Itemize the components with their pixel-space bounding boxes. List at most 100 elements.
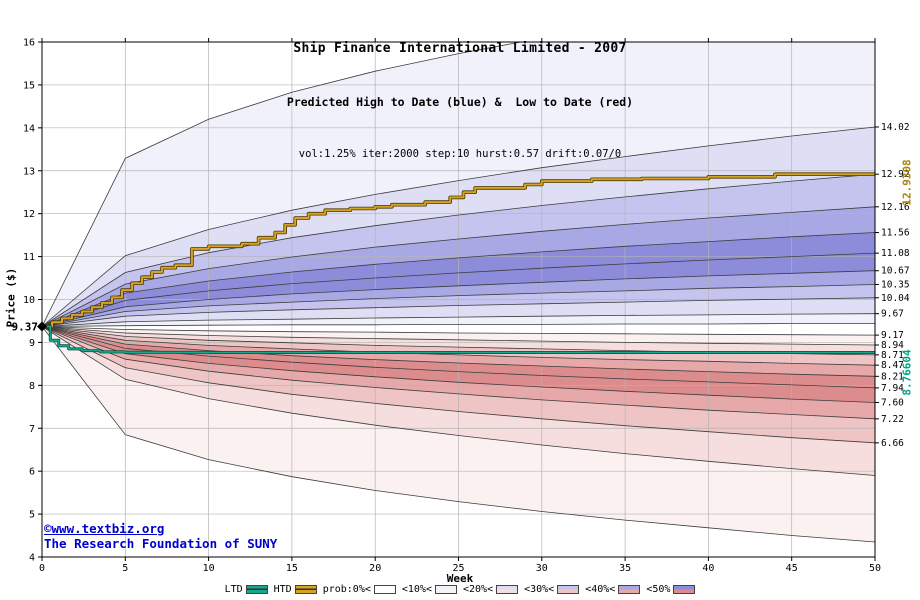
watermark-link[interactable]: ©www.textbiz.org (44, 521, 165, 536)
legend-label: <10%< (401, 584, 432, 595)
ltd-final-value-label: 8.76604 (900, 349, 914, 396)
quantile-line (42, 126, 875, 327)
legend-label: prob:0%< (322, 584, 371, 595)
prob-band-low (42, 326, 875, 377)
right-quantile-label: 9.67 (881, 309, 904, 320)
prob-band-high (42, 174, 875, 327)
prob-band-high (42, 253, 875, 327)
prob-band-low (42, 326, 875, 542)
x-tick-label: 45 (786, 563, 798, 574)
right-quantile-label: 10.35 (881, 279, 910, 290)
quantile-line (42, 326, 875, 377)
quantile-line (42, 173, 875, 327)
prob-band-low (42, 326, 875, 403)
right-quantile-label: 7.60 (881, 398, 904, 409)
right-quantile-label: 7.22 (881, 414, 904, 425)
quantile-line (42, 326, 875, 346)
right-quantile-label: 8.21 (881, 371, 904, 382)
x-tick-label: 25 (452, 563, 464, 574)
prob-band-low (42, 326, 875, 388)
y-tick-label: 12 (23, 209, 35, 220)
right-quantile-label: 12.16 (881, 202, 910, 213)
prob-band-low (42, 326, 875, 443)
right-quantile-label: 8.47 (881, 360, 904, 371)
y-tick-label: 11 (23, 252, 35, 263)
tracker-lines (42, 172, 875, 354)
y-tick-label: 4 (29, 553, 35, 564)
title-block: Ship Finance International Limited - 200… (0, 3, 920, 198)
right-quantile-label: 14.02 (881, 122, 910, 133)
chart-params-line: vol:1.25% iter:2000 step:10 hurst:0.57 d… (298, 148, 622, 160)
y-tick-label: 16 (23, 38, 35, 49)
y-tick-label: 10 (23, 295, 35, 306)
legend-item: <20%< (462, 584, 519, 595)
prob-band-high (42, 206, 875, 327)
y-tick-label: 7 (29, 424, 35, 435)
legend-label: <20%< (462, 584, 494, 595)
legend-swatch-band-2 (496, 585, 519, 594)
x-tick-label: 30 (536, 563, 548, 574)
quantile-line (42, 297, 875, 327)
right-quantile-label: 8.71 (881, 350, 904, 361)
legend-item: HTD (274, 584, 317, 595)
legend-label: <40%< (585, 584, 616, 595)
start-price-label: 9.37 (12, 321, 39, 334)
x-tick-label: 10 (203, 563, 215, 574)
prob-band-high (42, 232, 875, 327)
right-quantile-label: 10.67 (881, 266, 910, 277)
x-tick-label: 50 (869, 563, 881, 574)
legend-label: <30%< (524, 584, 555, 595)
y-tick-label: 8 (29, 381, 35, 392)
legend-item: <40%< (585, 584, 641, 595)
watermark-org: The Research Foundation of SUNY (44, 536, 278, 551)
quantile-line (42, 323, 875, 327)
x-tick-label: 5 (122, 563, 128, 574)
prob-band-high (42, 270, 875, 327)
quantile-line (42, 232, 875, 327)
right-quantile-label: 11.56 (881, 228, 910, 239)
chart-subtitle: Predicted High to Date (blue) & Low to D… (286, 95, 634, 109)
right-quantile-label: 6.66 (881, 438, 904, 449)
prob-band-high (42, 42, 875, 327)
ltd-line (42, 325, 875, 354)
legend-swatch-band-1 (434, 585, 457, 594)
x-tick-label: 35 (619, 563, 631, 574)
legend-label: LTD (224, 584, 243, 595)
quantile-lines (42, 42, 875, 543)
quantile-line (42, 326, 875, 403)
quantile-line (42, 270, 875, 327)
legend-swatch-band-5 (673, 585, 696, 594)
quantile-line (42, 326, 875, 543)
quantile-line (42, 252, 875, 327)
y-tick-label: 6 (29, 467, 35, 478)
legend-swatch-band-3 (557, 585, 580, 594)
quantile-line (42, 326, 875, 420)
y-tick-label: 9 (29, 338, 35, 349)
quantile-line (42, 313, 875, 327)
right-quantile-label: 12.92 (881, 169, 910, 180)
x-axis-title: Week (446, 572, 474, 585)
legend-swatch-band-0 (373, 585, 396, 594)
x-tick-label: 0 (39, 563, 45, 574)
right-quantile-label: 9.17 (881, 330, 904, 341)
y-tick-label: 14 (23, 123, 35, 134)
y-tick-label: 13 (23, 166, 35, 177)
x-tick-label: 40 (702, 563, 714, 574)
prob-band-low (42, 326, 875, 366)
gridlines (42, 42, 875, 557)
prob-band-low (42, 326, 875, 476)
y-tick-label: 15 (23, 80, 35, 91)
quantile-line (42, 326, 875, 476)
quantile-line (42, 206, 875, 327)
quantile-line (42, 326, 875, 444)
legend-item: <30%< (524, 584, 580, 595)
legend-label: HTD (273, 584, 292, 595)
quantile-line (42, 42, 524, 327)
quantile-line (42, 326, 875, 366)
y-tick-label: 5 (29, 510, 35, 521)
prob-band-low (42, 326, 875, 419)
quantile-line (42, 326, 875, 336)
